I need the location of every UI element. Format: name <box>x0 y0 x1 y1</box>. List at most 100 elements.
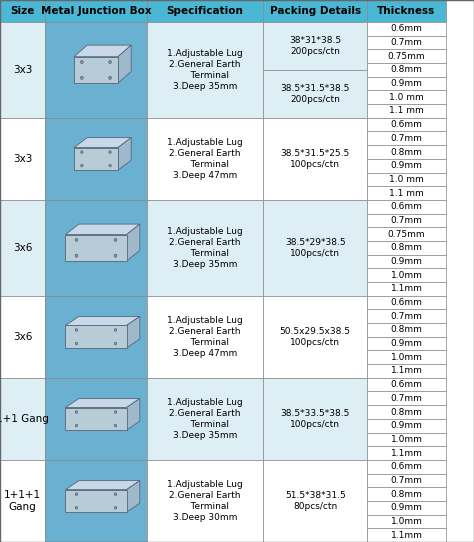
Text: 1.0mm: 1.0mm <box>391 517 422 526</box>
Text: 0.9mm: 0.9mm <box>391 339 422 348</box>
Bar <box>367 309 446 323</box>
Text: Thickness: Thickness <box>377 6 436 16</box>
Bar <box>367 145 446 159</box>
Bar <box>367 296 446 309</box>
Bar <box>147 460 263 542</box>
Bar <box>367 378 446 391</box>
Bar <box>147 200 263 296</box>
Bar <box>367 433 446 446</box>
Bar <box>0 296 45 378</box>
Bar <box>367 159 446 172</box>
Circle shape <box>109 60 111 63</box>
Bar <box>367 351 446 364</box>
Text: 0.8mm: 0.8mm <box>391 325 422 334</box>
Text: 38.5*33.5*38.5
100pcs/ctn: 38.5*33.5*38.5 100pcs/ctn <box>281 409 350 429</box>
Bar <box>367 528 446 542</box>
Bar <box>367 241 446 255</box>
Bar <box>367 446 446 460</box>
Bar <box>367 487 446 501</box>
Circle shape <box>114 238 117 242</box>
Polygon shape <box>65 317 140 325</box>
Bar <box>263 378 367 460</box>
Circle shape <box>75 506 78 509</box>
Polygon shape <box>127 398 140 430</box>
Bar <box>263 200 367 296</box>
Circle shape <box>109 151 111 153</box>
Bar <box>367 172 446 186</box>
Text: Size: Size <box>10 6 35 16</box>
Text: 3x3: 3x3 <box>13 154 32 164</box>
Bar <box>0 378 45 460</box>
Bar <box>367 364 446 378</box>
Text: 0.75mm: 0.75mm <box>388 230 425 238</box>
Text: 1.1 mm: 1.1 mm <box>389 189 424 197</box>
Circle shape <box>114 342 117 345</box>
Text: 0.7mm: 0.7mm <box>391 312 422 321</box>
Bar <box>74 147 118 170</box>
Text: 1+1 Gang: 1+1 Gang <box>0 414 49 424</box>
Bar <box>367 214 446 227</box>
Bar <box>263 22 367 70</box>
Bar <box>367 200 446 214</box>
Bar <box>367 515 446 528</box>
Bar <box>45 200 147 296</box>
Text: 1.Adjustable Lug
2.General Earth
   Terminal
3.Deep 30mm: 1.Adjustable Lug 2.General Earth Termina… <box>167 480 243 522</box>
Polygon shape <box>65 481 140 489</box>
Circle shape <box>75 254 78 257</box>
Text: 1.Adjustable Lug
2.General Earth
   Terminal
3.Deep 47mm: 1.Adjustable Lug 2.General Earth Termina… <box>167 138 243 180</box>
Text: 0.7mm: 0.7mm <box>391 216 422 225</box>
Bar <box>65 235 127 261</box>
Text: 38.5*31.5*25.5
100pcs/ctn: 38.5*31.5*25.5 100pcs/ctn <box>281 149 350 169</box>
Circle shape <box>114 493 117 495</box>
Bar <box>367 0 446 22</box>
Circle shape <box>75 342 78 345</box>
Circle shape <box>114 328 117 331</box>
Text: 0.9mm: 0.9mm <box>391 161 422 170</box>
Bar <box>0 200 45 296</box>
Circle shape <box>114 424 117 427</box>
Circle shape <box>75 238 78 242</box>
Text: Metal Junction Box: Metal Junction Box <box>41 6 151 16</box>
Polygon shape <box>65 398 140 408</box>
Circle shape <box>75 493 78 495</box>
Text: 1.0mm: 1.0mm <box>391 353 422 362</box>
Text: 0.7mm: 0.7mm <box>391 38 422 47</box>
Bar <box>0 0 45 22</box>
Circle shape <box>75 328 78 331</box>
Text: 0.8mm: 0.8mm <box>391 489 422 499</box>
Bar <box>0 22 45 118</box>
Text: 38.5*31.5*38.5
200pcs/ctn: 38.5*31.5*38.5 200pcs/ctn <box>281 84 350 104</box>
Bar <box>263 460 367 542</box>
Text: 1.Adjustable Lug
2.General Earth
   Terminal
3.Deep 35mm: 1.Adjustable Lug 2.General Earth Termina… <box>167 49 243 91</box>
Bar <box>367 91 446 104</box>
Circle shape <box>81 60 83 63</box>
Text: 0.7mm: 0.7mm <box>391 134 422 143</box>
Bar <box>367 22 446 36</box>
Bar <box>367 282 446 296</box>
Circle shape <box>109 76 111 79</box>
Bar <box>367 337 446 351</box>
Bar <box>263 296 367 378</box>
Bar <box>367 268 446 282</box>
Bar <box>367 36 446 49</box>
Bar <box>74 57 118 83</box>
Text: 51.5*38*31.5
80pcs/ctn: 51.5*38*31.5 80pcs/ctn <box>285 491 346 511</box>
Text: 1.0mm: 1.0mm <box>391 270 422 280</box>
Circle shape <box>81 151 83 153</box>
Circle shape <box>75 424 78 427</box>
Text: 0.9mm: 0.9mm <box>391 421 422 430</box>
Bar <box>65 325 127 348</box>
Text: 0.9mm: 0.9mm <box>391 504 422 512</box>
Text: 3x6: 3x6 <box>13 332 32 342</box>
Bar <box>367 255 446 268</box>
Text: 0.6mm: 0.6mm <box>391 380 422 389</box>
Polygon shape <box>65 224 140 235</box>
Text: 0.9mm: 0.9mm <box>391 79 422 88</box>
Bar <box>147 378 263 460</box>
Circle shape <box>109 164 111 167</box>
Bar <box>367 49 446 63</box>
Text: 0.6mm: 0.6mm <box>391 202 422 211</box>
Bar <box>367 405 446 419</box>
Text: 3x3: 3x3 <box>13 65 32 75</box>
Bar <box>65 408 127 430</box>
